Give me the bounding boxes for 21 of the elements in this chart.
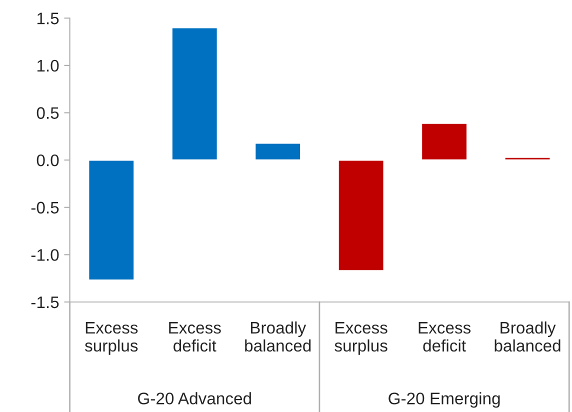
x-tick-label: Excess deficit (169, 322, 221, 352)
x-tick-label: Excess deficit (418, 322, 471, 352)
bar (420, 122, 468, 161)
bar (88, 159, 135, 281)
bar (504, 156, 552, 161)
y-tick-label: 0.0 (36, 154, 59, 166)
bar (337, 159, 385, 272)
y-tick-label: -1.5 (31, 296, 59, 308)
text: G-20 Emerging (388, 392, 500, 408)
y-tick-label: -1.0 (31, 249, 59, 261)
x-tick-label: Excess surplus (85, 322, 138, 355)
bar (171, 26, 218, 161)
x-tick-label: Broadly balanced (245, 321, 311, 352)
y-tick-label: 1.0 (37, 60, 59, 72)
x-tick-label: Broadly balanced (494, 321, 560, 352)
y-tick-label: 1.5 (37, 12, 59, 24)
y-tick-label: 0.5 (36, 107, 59, 119)
y-tick-label: -0.5 (31, 202, 59, 214)
text: G-20 Advanced (138, 392, 251, 404)
bar (254, 142, 302, 161)
x-tick-label: Excess surplus (334, 322, 388, 355)
